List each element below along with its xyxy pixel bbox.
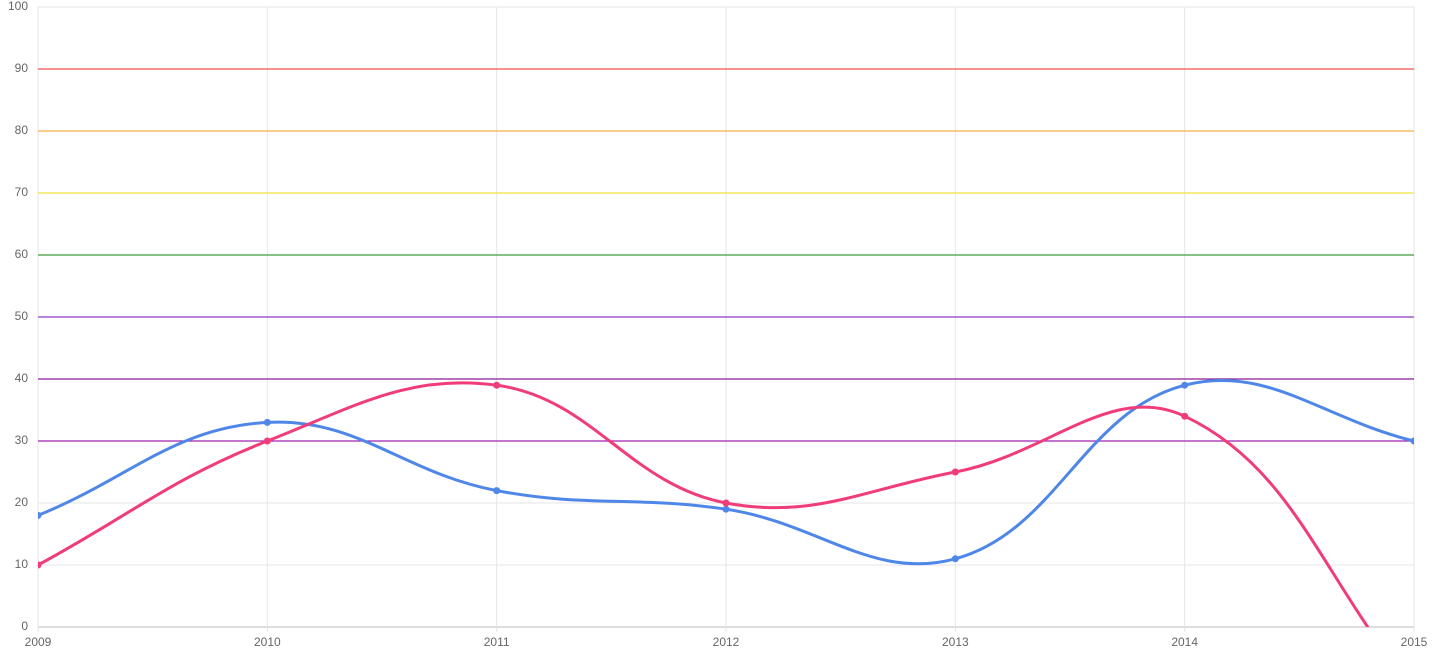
x-tick-label: 2010 bbox=[254, 635, 281, 649]
data-point bbox=[263, 418, 271, 426]
y-tick-label: 30 bbox=[15, 433, 29, 447]
y-tick-label: 60 bbox=[15, 247, 29, 261]
x-tick-label: 2009 bbox=[25, 635, 52, 649]
y-tick-label: 10 bbox=[15, 557, 29, 571]
x-tick-label: 2014 bbox=[1171, 635, 1198, 649]
data-point bbox=[493, 487, 501, 495]
data-point bbox=[951, 468, 959, 476]
y-tick-label: 90 bbox=[15, 61, 29, 75]
y-tick-label: 40 bbox=[15, 371, 29, 385]
data-point bbox=[722, 505, 730, 513]
data-point bbox=[951, 555, 959, 563]
data-point bbox=[263, 437, 271, 445]
x-tick-label: 2013 bbox=[942, 635, 969, 649]
y-tick-label: 0 bbox=[21, 619, 28, 633]
x-tick-label: 2011 bbox=[484, 635, 510, 649]
y-tick-label: 80 bbox=[15, 123, 29, 137]
x-tick-label: 2015 bbox=[1401, 635, 1428, 649]
data-point bbox=[38, 561, 42, 569]
y-tick-label: 100 bbox=[8, 0, 28, 13]
x-tick-label: 2012 bbox=[713, 635, 740, 649]
data-point bbox=[1181, 412, 1189, 420]
y-tick-label: 50 bbox=[15, 309, 29, 323]
data-point bbox=[722, 499, 730, 507]
data-point bbox=[1410, 437, 1414, 445]
plot-area bbox=[38, 378, 1414, 627]
data-point bbox=[493, 381, 501, 389]
y-tick-label: 20 bbox=[15, 495, 29, 509]
data-point bbox=[1181, 381, 1189, 389]
y-tick-label: 70 bbox=[15, 185, 29, 199]
data-point bbox=[38, 511, 42, 519]
